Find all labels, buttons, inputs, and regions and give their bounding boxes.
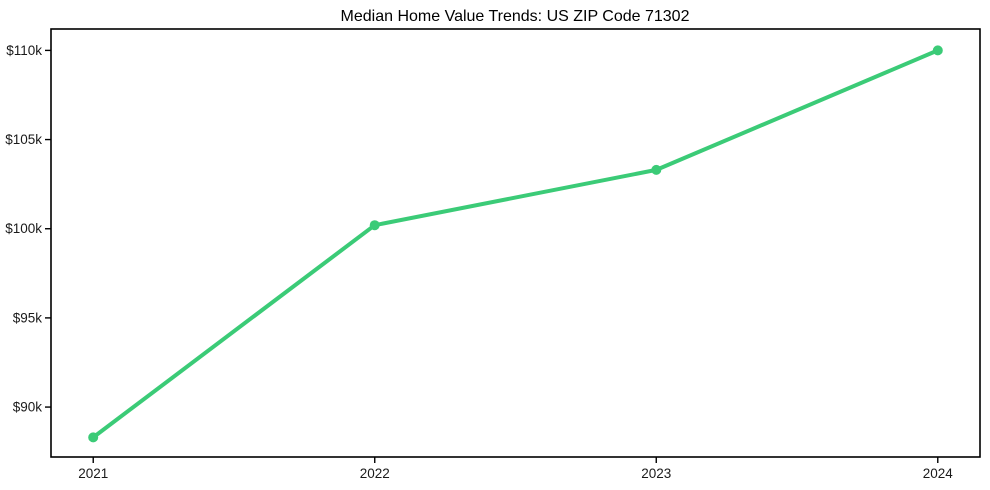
x-axis-tick-label: 2022 bbox=[360, 466, 390, 481]
data-point-marker bbox=[651, 164, 662, 175]
y-axis-tick-label: $90k bbox=[13, 400, 43, 415]
y-axis-tick-label: $95k bbox=[13, 310, 43, 325]
y-axis-tick-label: $105k bbox=[5, 132, 42, 147]
trend-line bbox=[91, 48, 940, 440]
data-point-marker bbox=[932, 45, 943, 56]
data-point-marker bbox=[88, 432, 99, 443]
data-point-marker bbox=[369, 220, 380, 231]
x-axis-tick-label: 2024 bbox=[923, 466, 954, 481]
x-axis-tick-label: 2021 bbox=[78, 466, 108, 481]
y-axis-tick-label: $100k bbox=[5, 221, 42, 236]
plot-border bbox=[50, 28, 981, 458]
x-axis-tick-label: 2023 bbox=[641, 466, 671, 481]
chart-title: Median Home Value Trends: US ZIP Code 71… bbox=[341, 8, 690, 25]
y-axis-tick-label: $110k bbox=[6, 43, 42, 58]
